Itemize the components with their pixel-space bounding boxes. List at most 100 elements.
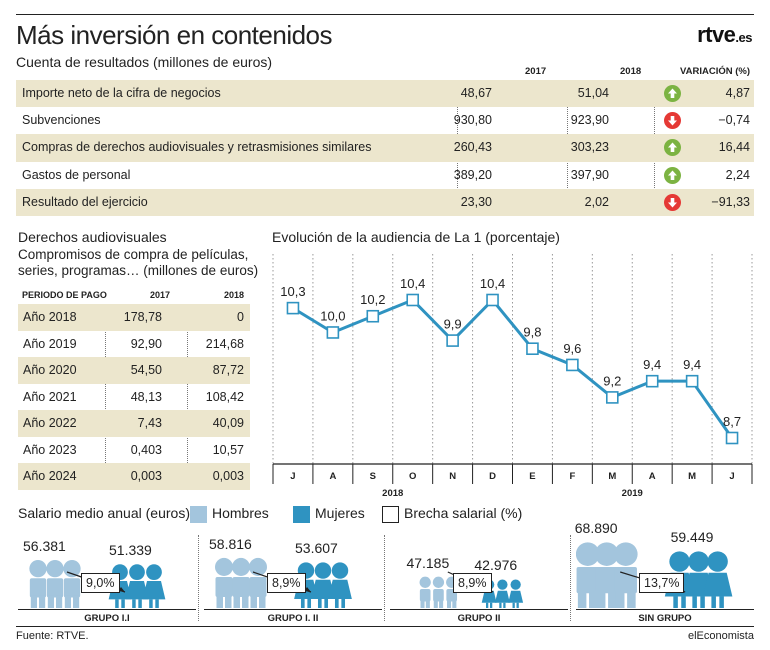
data-point [685, 374, 699, 388]
man-icon [63, 560, 81, 608]
year-group-label: 2019 [622, 488, 643, 499]
man-icon [46, 560, 64, 608]
pl-value-2018: 51,04 [577, 86, 609, 100]
derechos-table: Año 2018 178,78 0 Año 2019 92,90 214,68 Año 20… [18, 304, 250, 490]
pl-row: Subvenciones 930,80 923,90 −0,74 [16, 107, 754, 134]
data-label: 9,6 [563, 341, 581, 356]
salary-panel-background [18, 538, 196, 610]
salary-panel-background [576, 538, 754, 610]
pl-variation: 4,87 [725, 86, 750, 100]
bottom-rule [16, 626, 754, 627]
data-point [286, 301, 300, 315]
der-period: Año 2020 [23, 363, 77, 377]
salary-men: 47.185 [406, 554, 450, 571]
der-period: Año 2024 [23, 469, 77, 483]
der-col-2018: 2018 [224, 290, 245, 300]
pl-value-2017: 48,67 [460, 86, 492, 100]
salary-group-name: GRUPO II [457, 613, 501, 624]
der-value-2018: 0 [237, 310, 244, 324]
der-period: Año 2023 [23, 442, 77, 457]
pl-variation: −91,33 [711, 194, 750, 209]
data-point [645, 374, 659, 388]
man-icon [231, 557, 251, 608]
salary-men: 68.890 [574, 520, 618, 537]
data-point [446, 334, 459, 347]
salary-gap-badge: 13,7% [639, 573, 685, 593]
der-col-period: PERIODO DE PAGO [22, 290, 107, 300]
top-rule [16, 14, 754, 15]
arrow-up-icon [664, 85, 681, 102]
der-value-2017: 0,003 [130, 469, 162, 483]
data-label: 10,4 [480, 276, 505, 291]
legend-swatch-women [293, 506, 310, 523]
salary-group-name: SIN GRUPO [638, 613, 692, 624]
page-title: Más inversión en contenidos [16, 20, 333, 50]
audience-line-chart: J A S O N D E F M A M J 2018 2019 10,3 10,0 10,2 10,4 9,9 1… [272, 254, 753, 499]
logo-suffix: .es [735, 30, 752, 45]
logo-main: rtve [697, 22, 736, 47]
der-col-2017: 2017 [150, 290, 171, 300]
data-point [605, 391, 619, 404]
arrow-head-icon [118, 587, 125, 592]
man-icon [214, 557, 234, 608]
pl-row-label: Gastos de personal [22, 167, 131, 182]
arrow-head-icon [304, 587, 311, 592]
pl-row-label: Importe neto de la cifra de negocios [22, 86, 221, 100]
x-tick-label: J [729, 471, 734, 482]
rtve-logo: rtve.es [697, 22, 752, 48]
salary-panel: 68.890 59.449 13,7% SIN GRUPO [575, 520, 754, 624]
der-value-2017: 92,90 [130, 336, 162, 351]
pl-row: Compras de derechos audiovisuales y retr… [16, 134, 754, 162]
people-pictogram [214, 557, 352, 608]
data-point [566, 358, 579, 372]
data-label: 9,4 [643, 357, 661, 372]
data-label: 10,0 [320, 308, 345, 323]
salary-women: 51.339 [109, 542, 152, 559]
der-value-2018: 87,72 [212, 363, 244, 377]
der-divider [105, 304, 106, 489]
pl-variation: 16,44 [718, 140, 750, 155]
x-tick-label: M [688, 471, 696, 482]
der-value-2017: 0,403 [130, 442, 162, 457]
x-tick-label: O [409, 471, 416, 482]
data-label: 9,2 [603, 373, 621, 388]
salary-gap-badge: 8,9% [453, 573, 492, 593]
pl-row-label: Subvenciones [22, 113, 101, 128]
x-tick-label: S [370, 471, 376, 482]
data-point [486, 293, 499, 307]
derechos-subtitle: Compromisos de compra de películas, seri… [18, 247, 259, 278]
man-icon [29, 560, 47, 608]
man-icon [419, 576, 431, 608]
pl-value-2017: 930,80 [453, 113, 492, 128]
data-point [406, 293, 420, 307]
pl-value-2018: 303,23 [570, 140, 609, 155]
salary-men: 56.381 [23, 538, 66, 554]
legend-label-women: Mujeres [315, 505, 365, 521]
man-icon [594, 542, 619, 608]
brand-credit: elEconomista [687, 630, 754, 642]
der-value-2017: 54,50 [130, 363, 162, 377]
x-tick-label: E [529, 471, 535, 482]
data-point [725, 431, 739, 445]
woman-icon [494, 579, 510, 608]
woman-icon [142, 564, 166, 608]
data-label: 9,4 [683, 357, 701, 372]
data-point [326, 326, 340, 339]
salary-group-name: GRUPO I. II [267, 613, 319, 624]
man-icon [432, 576, 445, 608]
der-row: Año 2022 7,43 40,09 [18, 410, 250, 437]
arrow-down-icon [664, 193, 681, 211]
woman-icon [125, 564, 149, 608]
pl-variation: 2,24 [725, 167, 750, 182]
x-tick-label: A [649, 471, 656, 482]
pl-value-2017: 389,20 [453, 167, 492, 182]
x-tick-label: D [489, 471, 496, 482]
der-value-2017: 7,43 [137, 416, 162, 430]
der-period: Año 2018 [23, 310, 77, 324]
der-row: Año 2018 178,78 0 [18, 304, 250, 331]
pl-table: Importe neto de la cifra de negocios 48,6… [16, 80, 754, 216]
salary-group-name: GRUPO I.I [84, 613, 130, 624]
pl-variation: −0,74 [718, 113, 750, 128]
der-value-2018: 214,68 [205, 336, 244, 351]
salary-panel: 56.381 51.339 9,0% GRUPO I.I [18, 528, 196, 624]
